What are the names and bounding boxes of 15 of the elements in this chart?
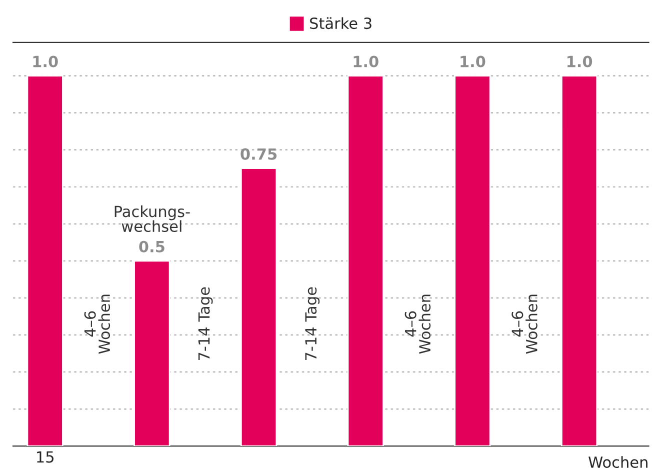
data-label: 0.5 <box>139 240 164 252</box>
data-label: 1.0 <box>460 56 486 68</box>
annotation: 7-14 Tage <box>198 287 213 360</box>
data-label: 1.0 <box>567 56 592 68</box>
data-label: 1.0 <box>33 56 58 68</box>
annotation: 4–6 Wochen <box>512 294 538 354</box>
annotation: 4–6 Wochen <box>404 294 431 354</box>
annotation: 7-14 Tage <box>305 287 320 360</box>
x-tick-label: 15 <box>37 451 54 463</box>
x-axis-title: Wochen <box>588 456 648 468</box>
annotation: 4–6 Wochen <box>84 294 110 354</box>
annotation: Packungs- wechsel <box>114 205 190 232</box>
data-label: 1.0 <box>354 56 378 68</box>
legend-label: Stärke 3 <box>310 17 372 30</box>
data-label: 0.75 <box>240 148 277 160</box>
